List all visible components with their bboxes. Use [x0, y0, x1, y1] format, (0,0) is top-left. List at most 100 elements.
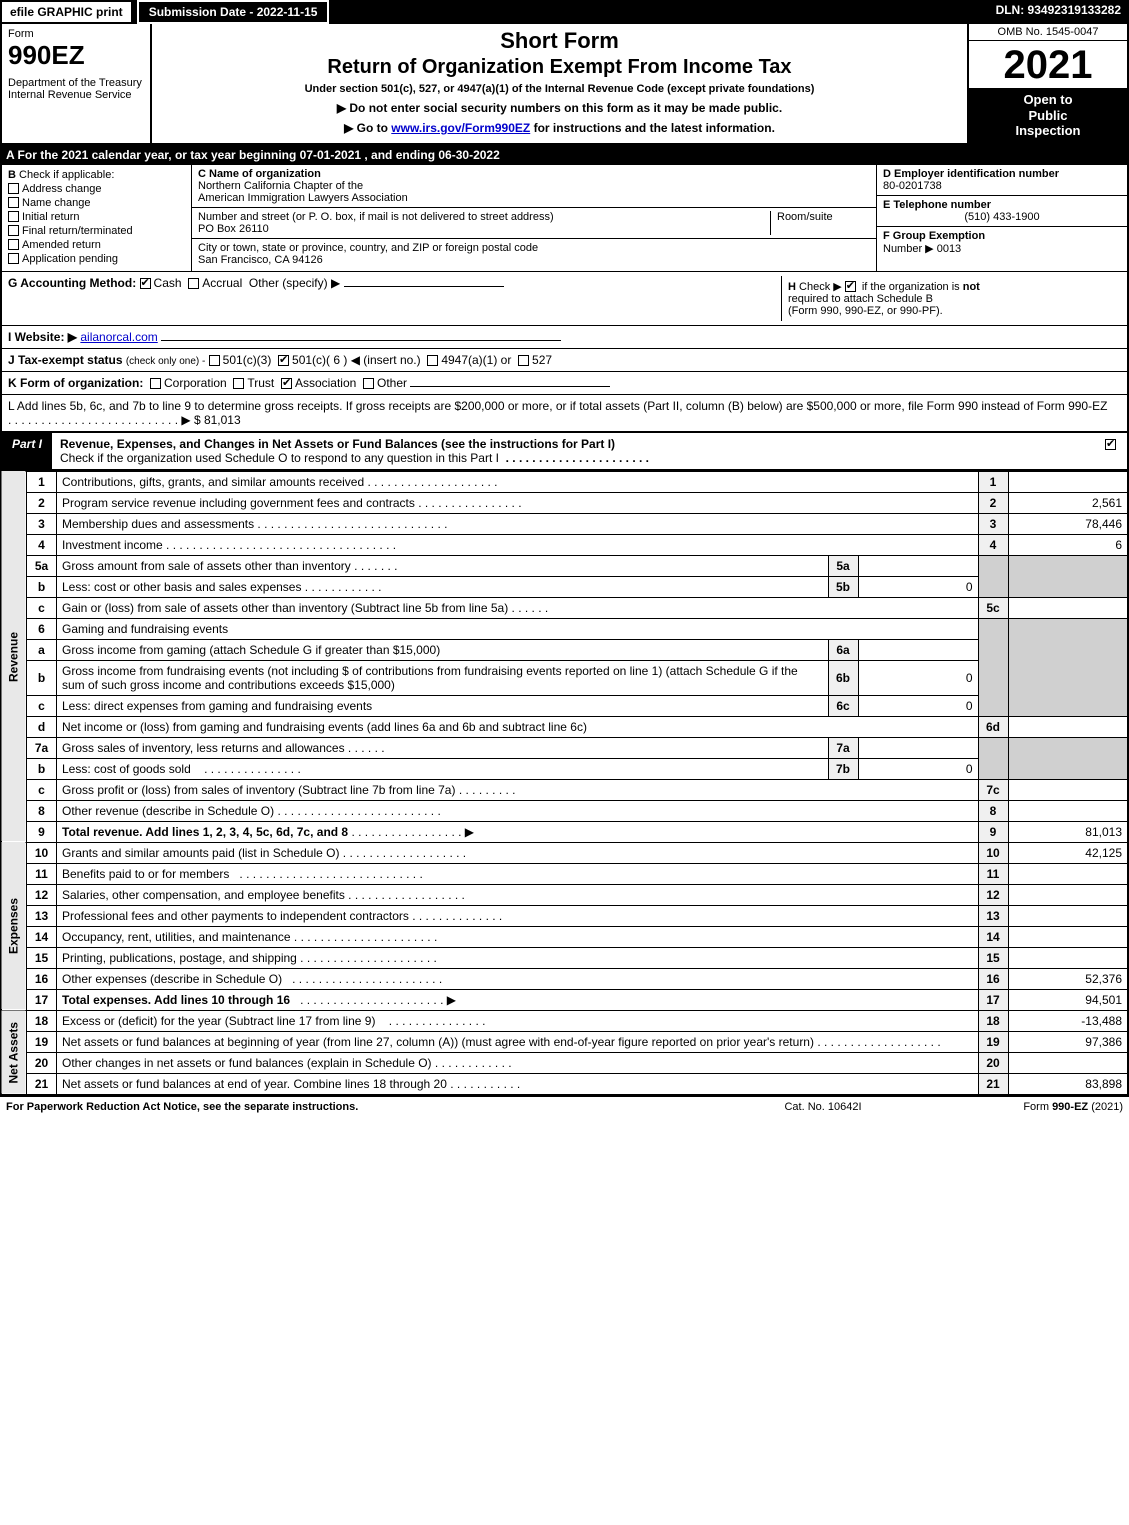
line-10-desc: Grants and similar amounts paid (list in… — [62, 846, 339, 860]
line-10-ref: 10 — [978, 842, 1008, 863]
check-other-org[interactable] — [363, 378, 374, 389]
check-501c3[interactable] — [209, 355, 220, 366]
line-20-desc: Other changes in net assets or fund bala… — [62, 1056, 432, 1070]
irs-label: Internal Revenue Service — [8, 89, 144, 101]
k-corp: Corporation — [164, 376, 227, 390]
ssn-warning: ▶ Do not enter social security numbers o… — [160, 101, 959, 115]
check-initial-return[interactable]: Initial return — [8, 211, 185, 223]
check-amended-return[interactable]: Amended return — [8, 239, 185, 251]
check-application-pending[interactable]: Application pending — [8, 253, 185, 265]
line-13-num: 13 — [27, 905, 57, 926]
line-5a-desc: Gross amount from sale of assets other t… — [62, 559, 351, 573]
org-name-1: Northern California Chapter of the — [198, 180, 870, 192]
j-sub: (check only one) - — [126, 356, 205, 367]
line-5b-sublbl: 5b — [828, 576, 858, 597]
l-amount: ▶ $ 81,013 — [181, 413, 240, 427]
line-3-desc: Membership dues and assessments — [62, 517, 254, 531]
line-21-ref: 21 — [978, 1073, 1008, 1095]
line-3-val: 78,446 — [1008, 513, 1128, 534]
line-6a-desc: Gross income from gaming (attach Schedul… — [57, 639, 829, 660]
line-15-desc: Printing, publications, postage, and shi… — [62, 951, 297, 965]
irs-link[interactable]: www.irs.gov/Form990EZ — [391, 121, 530, 135]
website-link[interactable]: ailanorcal.com — [80, 330, 157, 344]
line-5c-ref: 5c — [978, 597, 1008, 618]
f-number-label: Number ▶ — [883, 243, 934, 255]
line-12-desc: Salaries, other compensation, and employ… — [62, 888, 345, 902]
expenses-sidelabel: Expenses — [1, 842, 27, 1010]
line-1-val — [1008, 471, 1128, 492]
line-8-ref: 8 — [978, 800, 1008, 821]
line-15-val — [1008, 947, 1128, 968]
line-16-val: 52,376 — [1008, 968, 1128, 989]
line-6c-sublbl: 6c — [828, 695, 858, 716]
check-association[interactable] — [281, 378, 292, 389]
header-info-block: B Check if applicable: Address change Na… — [0, 165, 1129, 433]
check-527[interactable] — [518, 355, 529, 366]
check-schedule-o-part1[interactable] — [1105, 439, 1116, 450]
check-schedule-b-not-required[interactable] — [845, 281, 856, 292]
check-cash[interactable] — [140, 278, 151, 289]
line-9-num: 9 — [27, 821, 57, 842]
form-header: Form 990EZ Department of the Treasury In… — [0, 24, 1129, 145]
line-12-val — [1008, 884, 1128, 905]
line-20-ref: 20 — [978, 1052, 1008, 1073]
paperwork-notice: For Paperwork Reduction Act Notice, see … — [6, 1101, 723, 1113]
netassets-sidelabel: Net Assets — [1, 1010, 27, 1095]
check-accrual[interactable] — [188, 278, 199, 289]
form-title-main: Return of Organization Exempt From Incom… — [160, 56, 959, 79]
line-2-ref: 2 — [978, 492, 1008, 513]
line-5c-num: c — [27, 597, 57, 618]
line-14-val — [1008, 926, 1128, 947]
check-501c[interactable] — [278, 355, 289, 366]
street-label: Number and street (or P. O. box, if mail… — [198, 211, 770, 223]
line-5a-num: 5a — [27, 555, 57, 576]
line-21-desc: Net assets or fund balances at end of ye… — [62, 1077, 447, 1091]
line-7c-num: c — [27, 779, 57, 800]
col-c-org-info: C Name of organization Northern Californ… — [192, 165, 877, 271]
line-14-desc: Occupancy, rent, utilities, and maintena… — [62, 930, 291, 944]
line-18-val: -13,488 — [1008, 1010, 1128, 1031]
line-19-ref: 19 — [978, 1031, 1008, 1052]
line-11-val — [1008, 863, 1128, 884]
line-5c-desc: Gain or (loss) from sale of assets other… — [62, 601, 508, 615]
line-6b-subval: 0 — [858, 660, 978, 695]
line-6b-sublbl: 6b — [828, 660, 858, 695]
part1-check-text: Check if the organization used Schedule … — [60, 451, 499, 465]
k-trust: Trust — [247, 376, 274, 390]
i-label: I Website: ▶ — [8, 330, 77, 344]
k-label: K Form of organization: — [8, 376, 143, 390]
b-label: B — [8, 169, 16, 181]
form-page-ref: Form 990-EZ (2021) — [923, 1101, 1123, 1113]
check-address-change[interactable]: Address change — [8, 183, 185, 195]
h-block: H Check ▶ if the organization is not req… — [781, 276, 1121, 321]
line-19-desc: Net assets or fund balances at beginning… — [62, 1035, 814, 1049]
line-10-num: 10 — [27, 842, 57, 863]
part1-header: Part I Revenue, Expenses, and Changes in… — [0, 433, 1129, 471]
room-suite-label: Room/suite — [770, 211, 870, 235]
check-corporation[interactable] — [150, 378, 161, 389]
h-check-text: Check ▶ — [799, 281, 842, 293]
line-18-desc: Excess or (deficit) for the year (Subtra… — [62, 1014, 375, 1028]
form-number: 990EZ — [8, 40, 144, 71]
line-8-val — [1008, 800, 1128, 821]
line-6d-ref: 6d — [978, 716, 1008, 737]
line-6-desc: Gaming and fundraising events — [57, 618, 979, 639]
line-7a-sublbl: 7a — [828, 737, 858, 758]
efile-print-button[interactable]: efile GRAPHIC print — [0, 0, 133, 24]
inspection-badge: Open to Public Inspection — [969, 88, 1127, 143]
line-3-ref: 3 — [978, 513, 1008, 534]
c-label: C Name of organization — [198, 168, 870, 180]
check-trust[interactable] — [233, 378, 244, 389]
line-8-num: 8 — [27, 800, 57, 821]
check-final-return[interactable]: Final return/terminated — [8, 225, 185, 237]
line-12-num: 12 — [27, 884, 57, 905]
check-4947a1[interactable] — [427, 355, 438, 366]
line-9-desc: Total revenue. Add lines 1, 2, 3, 4, 5c,… — [62, 825, 348, 839]
l-text: L Add lines 5b, 6c, and 7b to line 9 to … — [8, 399, 1107, 413]
line-20-num: 20 — [27, 1052, 57, 1073]
h-forms: (Form 990, 990-EZ, or 990-PF). — [788, 305, 943, 317]
line-7a-subval — [858, 737, 978, 758]
line-7b-num: b — [27, 758, 57, 779]
check-name-change[interactable]: Name change — [8, 197, 185, 209]
line-18-ref: 18 — [978, 1010, 1008, 1031]
